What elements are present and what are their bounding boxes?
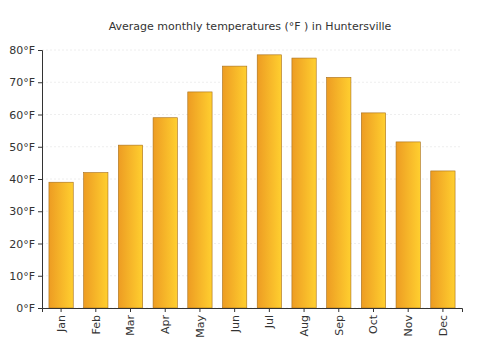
y-tick: 50°F <box>9 141 42 154</box>
x-axis-line <box>43 309 463 313</box>
bar <box>153 118 177 308</box>
title: Average monthly temperatures (°F ) in Hu… <box>109 20 392 33</box>
x-tick-label: Sep <box>333 315 346 336</box>
x-tick-label: Jul <box>263 315 276 329</box>
y-tick-label: 30°F <box>9 205 35 218</box>
grid-line <box>42 82 462 83</box>
x-tick-mark <box>408 308 409 312</box>
bar <box>257 55 281 308</box>
y-tick-mark <box>38 308 42 309</box>
x-tick-mark <box>442 308 443 312</box>
x-tick: Sep <box>333 308 346 336</box>
x-tick-mark <box>338 308 339 312</box>
bar <box>118 145 142 308</box>
grid-line <box>42 114 462 115</box>
x-tick-mark <box>165 308 166 312</box>
x-tick: Jan <box>55 308 68 333</box>
x-tick: Mar <box>124 308 137 336</box>
x-tick-mark <box>373 308 374 312</box>
bar <box>84 173 108 308</box>
x-tick: Nov <box>402 308 415 336</box>
y-tick-label: 70°F <box>9 76 35 89</box>
x-tick: Dec <box>437 308 450 336</box>
y-tick-mark <box>38 179 42 180</box>
x-tick: Oct <box>367 308 380 334</box>
y-tick-mark <box>38 211 42 212</box>
x-tick-label: Dec <box>437 315 450 336</box>
bar <box>361 113 385 308</box>
grid <box>42 50 462 308</box>
y-axis: 0°F 10°F 20°F 30°F 40°F 50°F 60°F 70°F 80°F <box>9 44 42 315</box>
y-tick: 0°F <box>16 302 42 315</box>
x-tick-mark <box>199 308 200 312</box>
bar <box>292 58 316 308</box>
x-tick-label: May <box>194 315 207 338</box>
x-tick: Jun <box>228 308 241 333</box>
bar <box>222 66 246 308</box>
x-tick-mark <box>234 308 235 312</box>
x-tick-mark <box>95 308 96 312</box>
y-axis-line <box>38 51 43 309</box>
x-tick: May <box>194 308 207 338</box>
bar <box>431 171 455 308</box>
grid-line <box>42 50 462 51</box>
y-tick: 20°F <box>9 238 42 251</box>
x-tick-mark <box>269 308 270 312</box>
y-tick-label: 10°F <box>9 270 35 283</box>
y-tick-label: 50°F <box>9 141 35 154</box>
chart: Average monthly temperatures (°F ) in Hu… <box>0 0 500 350</box>
y-tick: 30°F <box>9 205 42 218</box>
x-axis: Jan Feb Mar Apr May Jun Jul Aug Sep Oct Nov Dec <box>43 308 463 338</box>
y-tick-label: 0°F <box>16 302 35 315</box>
y-tick: 60°F <box>9 109 42 122</box>
y-tick-mark <box>38 115 42 116</box>
y-tick: 80°F <box>9 44 42 57</box>
bar <box>327 77 351 308</box>
x-tick-label: Feb <box>90 315 103 334</box>
x-tick-label: Oct <box>367 314 380 334</box>
bars <box>49 55 455 308</box>
bar <box>396 142 420 308</box>
bar <box>188 92 212 308</box>
y-tick-label: 20°F <box>9 238 35 251</box>
plot: 0°F 10°F 20°F 30°F 40°F 50°F 60°F 70°F 80°F Jan Fe… <box>9 44 462 338</box>
y-tick: 70°F <box>9 76 42 89</box>
x-tick-label: Apr <box>159 315 172 335</box>
y-tick-mark <box>38 50 42 51</box>
y-tick-label: 80°F <box>9 44 35 57</box>
y-tick-label: 60°F <box>9 109 35 122</box>
y-tick-mark <box>38 147 42 148</box>
x-tick: Apr <box>159 308 172 334</box>
x-tick-label: Jun <box>228 315 241 333</box>
y-tick-label: 40°F <box>9 173 35 186</box>
x-tick-mark <box>61 308 62 312</box>
x-tick: Aug <box>298 308 311 336</box>
x-tick-label: Mar <box>124 315 137 336</box>
x-tick-mark <box>130 308 131 312</box>
x-tick-mark <box>304 308 305 312</box>
y-tick: 40°F <box>9 173 42 186</box>
x-tick-label: Aug <box>298 315 311 336</box>
bar <box>49 182 73 308</box>
x-tick: Feb <box>90 308 103 334</box>
y-tick-mark <box>38 244 42 245</box>
y-tick: 10°F <box>9 270 42 283</box>
y-tick-mark <box>38 276 42 277</box>
y-tick-mark <box>38 82 42 83</box>
x-tick-label: Jan <box>55 315 68 333</box>
x-tick: Jul <box>263 308 276 329</box>
x-tick-label: Nov <box>402 315 415 337</box>
